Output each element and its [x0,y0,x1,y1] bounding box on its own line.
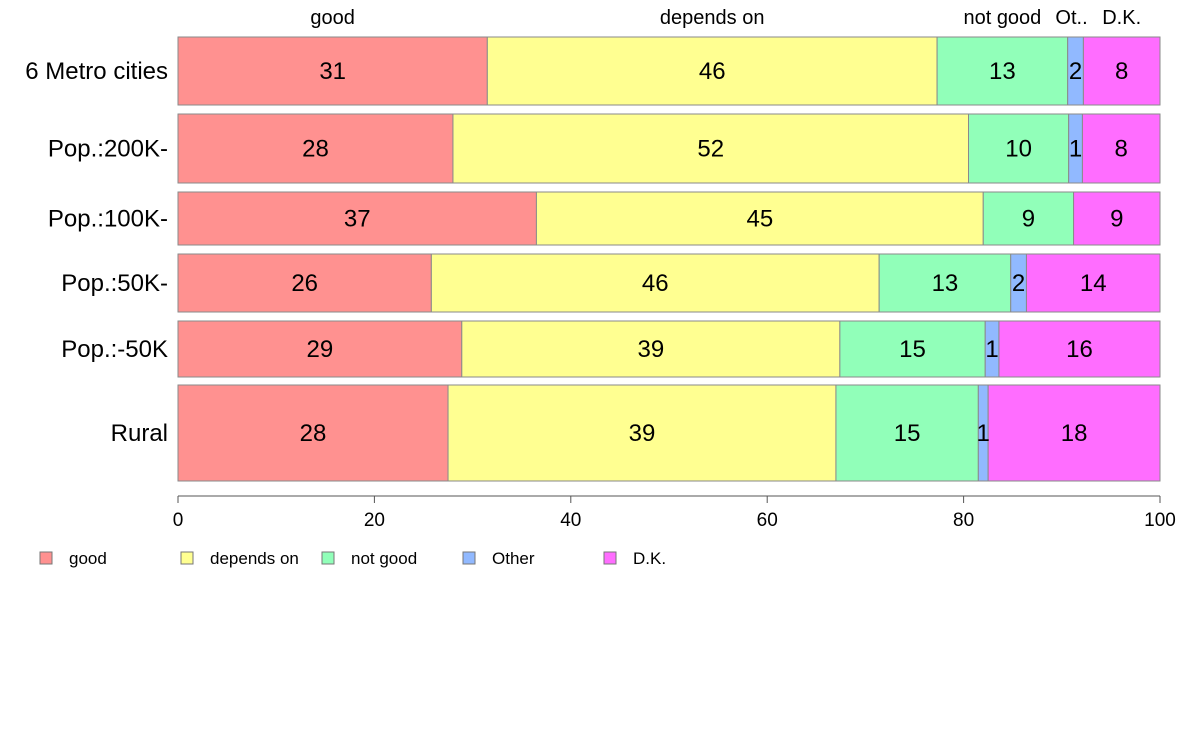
data-label: 52 [697,136,724,163]
data-label: 29 [307,336,334,363]
data-label: 31 [319,58,346,85]
bar-segment [430,253,880,313]
bar-segment [447,384,837,482]
bar-segment [1073,191,1161,246]
bar-segment [177,320,463,378]
data-label: 46 [642,270,669,297]
top-series-labels: good depends on not good Ot.. D.K. [310,7,1141,29]
bar-segment [461,320,841,378]
data-label: 2 [1069,58,1082,85]
data-label: 15 [899,336,926,363]
legend: good depends on not good Other D.K. [39,549,666,568]
bar-segment [486,36,938,106]
x-tick-label: 80 [953,510,974,531]
legend-swatch [39,551,53,565]
legend-swatch [603,551,617,565]
data-label: 8 [1115,58,1128,85]
data-label: 10 [1005,136,1032,163]
data-label: 39 [629,420,656,447]
data-label: 37 [344,206,371,233]
data-label: 8 [1115,136,1128,163]
series-top-label: Ot.. [1055,7,1087,29]
data-label: 1 [985,336,998,363]
data-label: 45 [746,206,773,233]
data-label: 2 [1012,270,1025,297]
bar-segment [998,320,1161,378]
data-label: 28 [302,136,329,163]
legend-swatch [321,551,335,565]
legend-label: depends on [210,549,299,568]
data-label: 46 [699,58,726,85]
data-label: 14 [1080,270,1107,297]
bar-segment [1081,113,1161,184]
x-tick-label: 100 [1144,510,1176,531]
bar-segment [177,113,454,184]
bar-segment [177,191,537,246]
bar-segment [177,253,432,313]
bar-segment [1025,253,1161,313]
data-label: 9 [1110,206,1123,233]
bar-segment [936,36,1069,106]
x-tick-label: 40 [560,510,581,531]
x-tick-label: 0 [173,510,184,531]
bar-segment [177,384,449,482]
legend-swatch [462,551,476,565]
category-label: Rural [111,420,168,447]
data-label: 13 [932,270,959,297]
series-top-label: depends on [660,7,765,29]
category-label: 6 Metro cities [25,58,168,85]
legend-label: good [69,549,107,568]
bar-segment [839,320,986,378]
data-label: 1 [1069,136,1082,163]
data-label: 28 [300,420,327,447]
series-top-label: good [310,7,355,29]
legend-label: not good [351,549,417,568]
category-label: Pop.:-50K [61,336,168,363]
data-label: 15 [894,420,921,447]
data-label: 18 [1061,420,1088,447]
data-label: 13 [989,58,1016,85]
bar-segment [982,191,1075,246]
bar-segment [835,384,979,482]
x-tick-label: 20 [364,510,385,531]
bar-segment [987,384,1161,482]
data-label: 26 [291,270,318,297]
category-label: Pop.:100K- [48,206,168,233]
bars [177,36,1161,482]
legend-swatch [180,551,194,565]
bar-segment [535,191,984,246]
bar-segment [452,113,970,184]
bar-segment [1082,36,1161,106]
bar-segment [177,36,488,106]
category-labels: 6 Metro cities Pop.:200K- Pop.:100K- Pop.:5… [25,58,168,447]
data-label: 1 [977,420,990,447]
data-label: 16 [1066,336,1093,363]
x-axis: 0 20 40 60 80 100 [173,495,1176,531]
legend-label: D.K. [633,549,666,568]
data-label: 9 [1022,206,1035,233]
series-top-label: D.K. [1102,7,1141,29]
series-top-label: not good [963,7,1041,29]
bar-segment [968,113,1070,184]
category-label: Pop.:50K- [61,270,168,297]
data-label: 39 [637,336,664,363]
x-tick-label: 60 [757,510,778,531]
category-label: Pop.:200K- [48,136,168,163]
legend-label: Other [492,549,535,568]
